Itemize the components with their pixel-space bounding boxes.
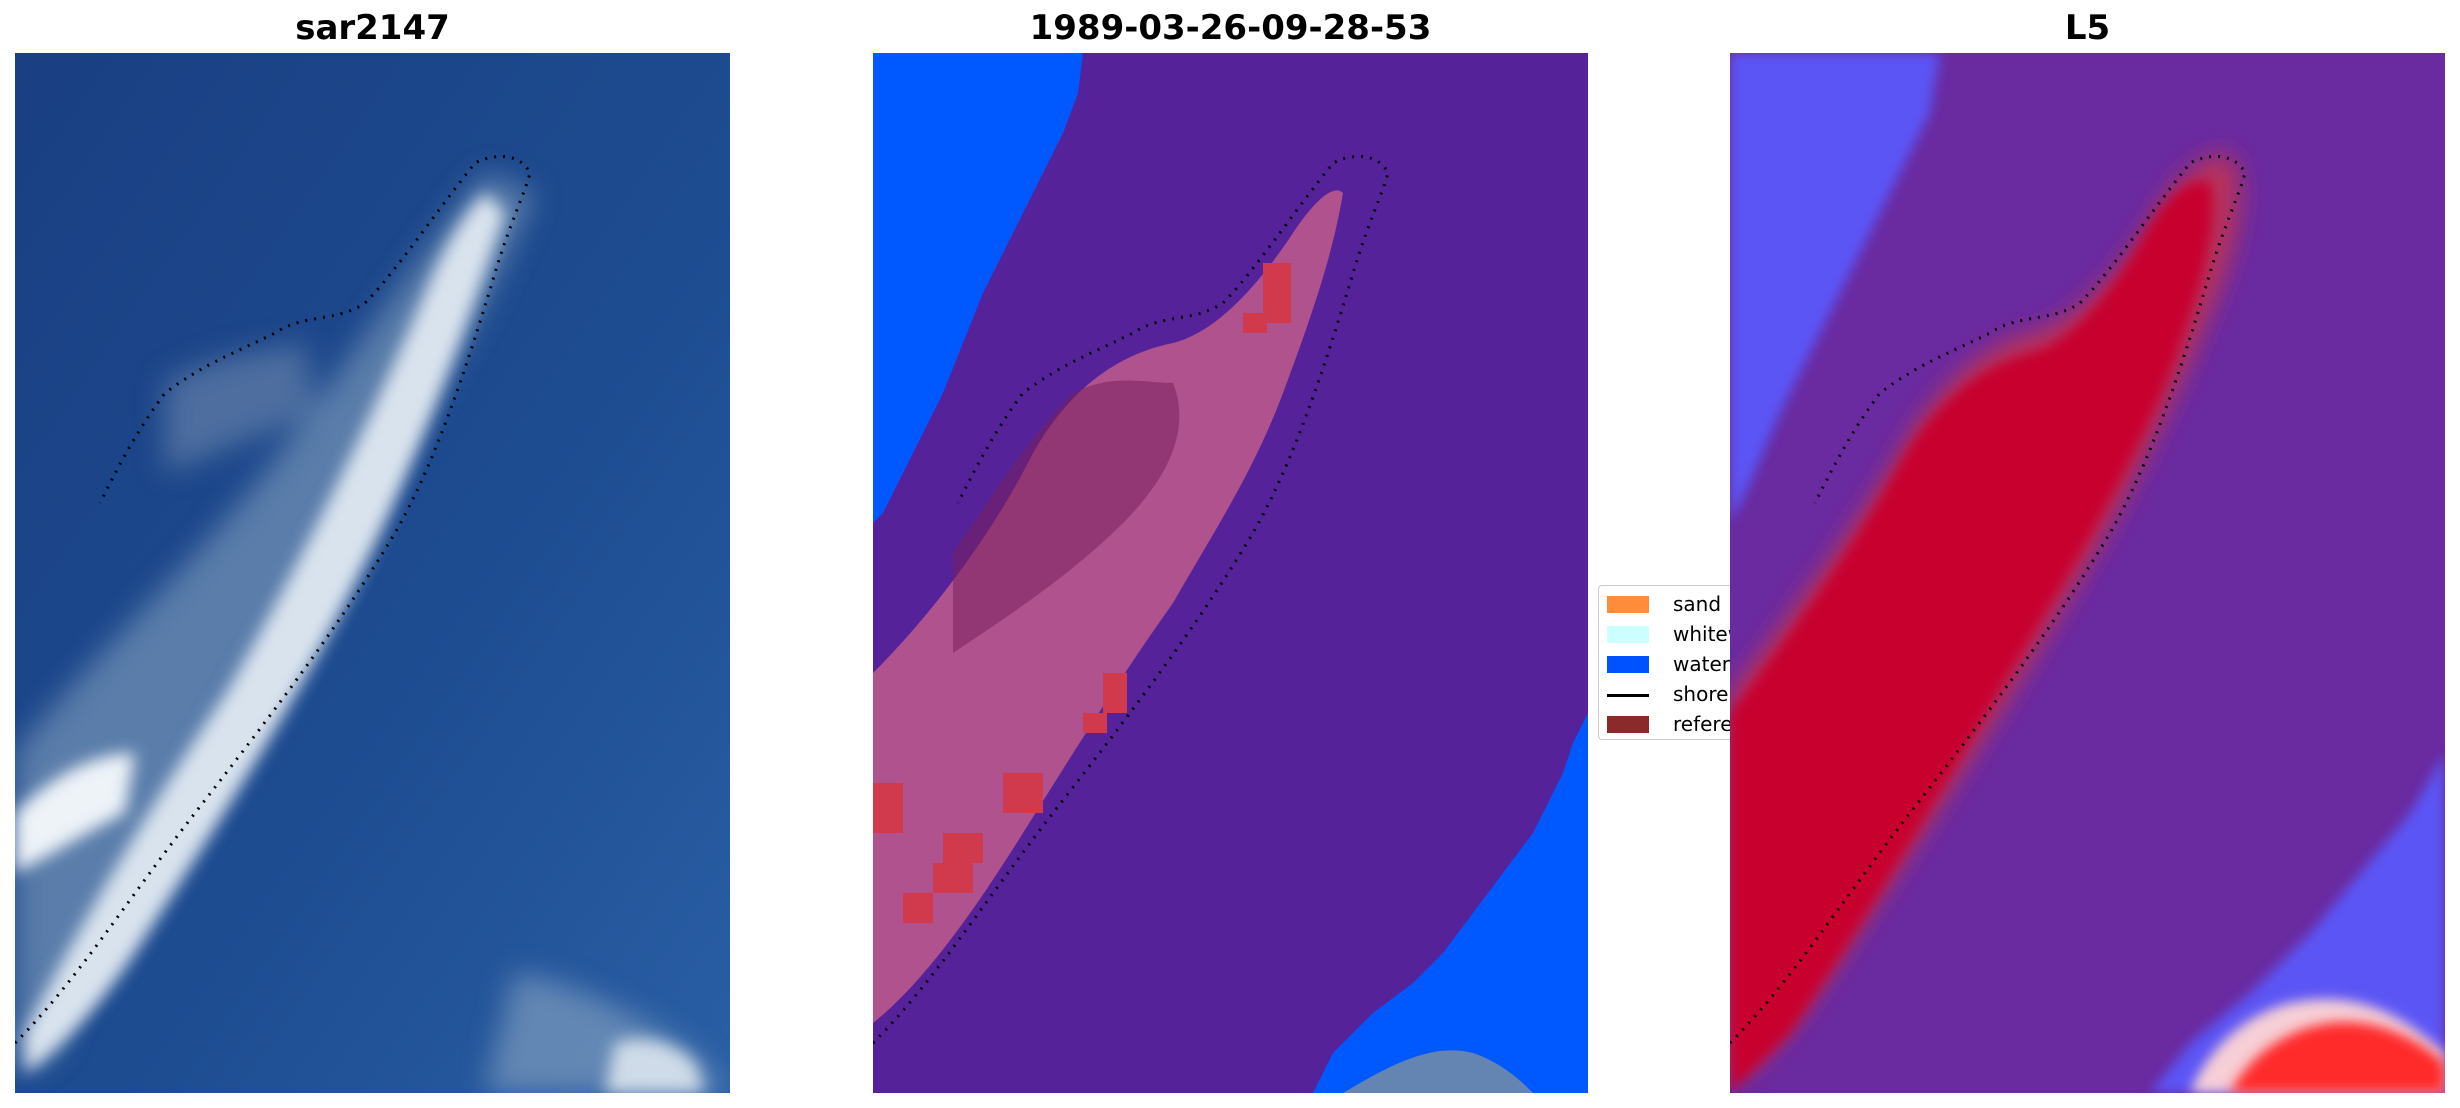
legend-label-water: water — [1673, 652, 1730, 676]
legend-label-shoreline: shorel — [1673, 682, 1730, 706]
reference-overlay — [873, 190, 1343, 1024]
legend-swatch-sand — [1607, 596, 1649, 613]
rgb-image — [15, 53, 730, 1093]
index-panel — [1730, 53, 2445, 1093]
heatmap-low-region-top — [1730, 53, 1940, 523]
water-class-area-top — [873, 53, 1083, 523]
classification-image — [873, 53, 1588, 1093]
rgb-image-panel — [15, 53, 730, 1093]
sand-pixels — [873, 263, 1291, 923]
legend-label-sand: sand — [1673, 592, 1722, 616]
classification-panel — [873, 53, 1588, 1093]
legend-swatch-water — [1607, 656, 1649, 673]
heatmap-sandbar-core — [1730, 181, 2213, 1093]
legend-line-shoreline — [1607, 694, 1649, 697]
panel-title-classification: 1989-03-26-09-28-53 — [1029, 8, 1432, 48]
panel-title-index: L5 — [2064, 8, 2111, 48]
cloud-patch — [1343, 1050, 1533, 1093]
legend-swatch-reference — [1607, 716, 1649, 733]
reference-dark-core — [953, 380, 1180, 653]
water-class-area-bottom — [1313, 713, 1588, 1093]
legend-swatch-whitewater — [1607, 626, 1649, 643]
panel-title-rgb: sar2147 — [295, 8, 450, 48]
index-heatmap — [1730, 53, 2445, 1093]
legend-label-reference: referer — [1673, 712, 1730, 736]
heatmap-high-patch — [2190, 999, 2445, 1093]
sandbar-core — [15, 193, 705, 1093]
